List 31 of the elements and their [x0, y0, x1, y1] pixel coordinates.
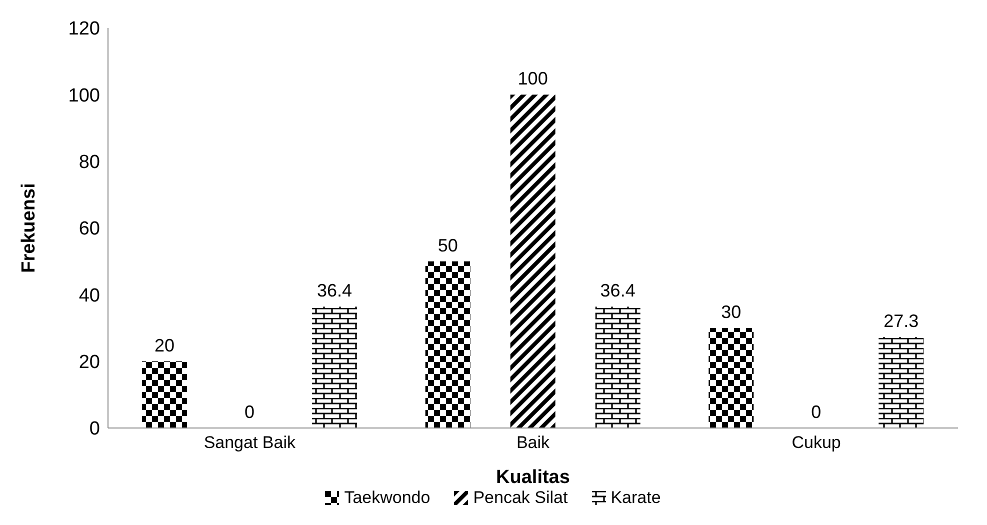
bar — [425, 261, 470, 428]
legend-label: Karate — [610, 488, 661, 508]
y-tick-label: 0 — [89, 418, 100, 440]
data-label: 0 — [811, 402, 822, 422]
x-tick-label: Sangat Baik — [204, 433, 296, 452]
data-label: 20 — [154, 335, 175, 356]
y-tick-label: 100 — [68, 85, 100, 106]
bar — [510, 94, 556, 428]
y-tick-label: 80 — [78, 152, 100, 174]
data-label: 36.4 — [600, 280, 636, 301]
data-label: 30 — [721, 302, 742, 322]
legend-label: Taekwondo — [343, 488, 430, 508]
x-tick-label: Baik — [516, 433, 550, 452]
bar — [878, 337, 924, 428]
bar — [708, 328, 754, 428]
y-tick-label: 40 — [78, 285, 100, 306]
data-label: 50 — [438, 235, 458, 256]
y-axis-title: Frekuensi — [18, 183, 40, 273]
y-tick-label: 120 — [68, 18, 100, 40]
data-label: 0 — [244, 402, 255, 422]
legend-label: Pencak Silat — [472, 488, 568, 508]
bar — [142, 361, 187, 428]
bar — [595, 306, 640, 428]
x-axis-title: Kualitas — [496, 467, 570, 488]
y-tick-label: 20 — [78, 352, 100, 374]
y-tick-label: 60 — [78, 218, 100, 240]
data-label: 27.3 — [884, 311, 919, 331]
data-label: 100 — [518, 68, 548, 89]
x-tick-label: Cukup — [792, 433, 841, 452]
data-label: 36.4 — [316, 280, 352, 301]
bar — [312, 306, 357, 428]
